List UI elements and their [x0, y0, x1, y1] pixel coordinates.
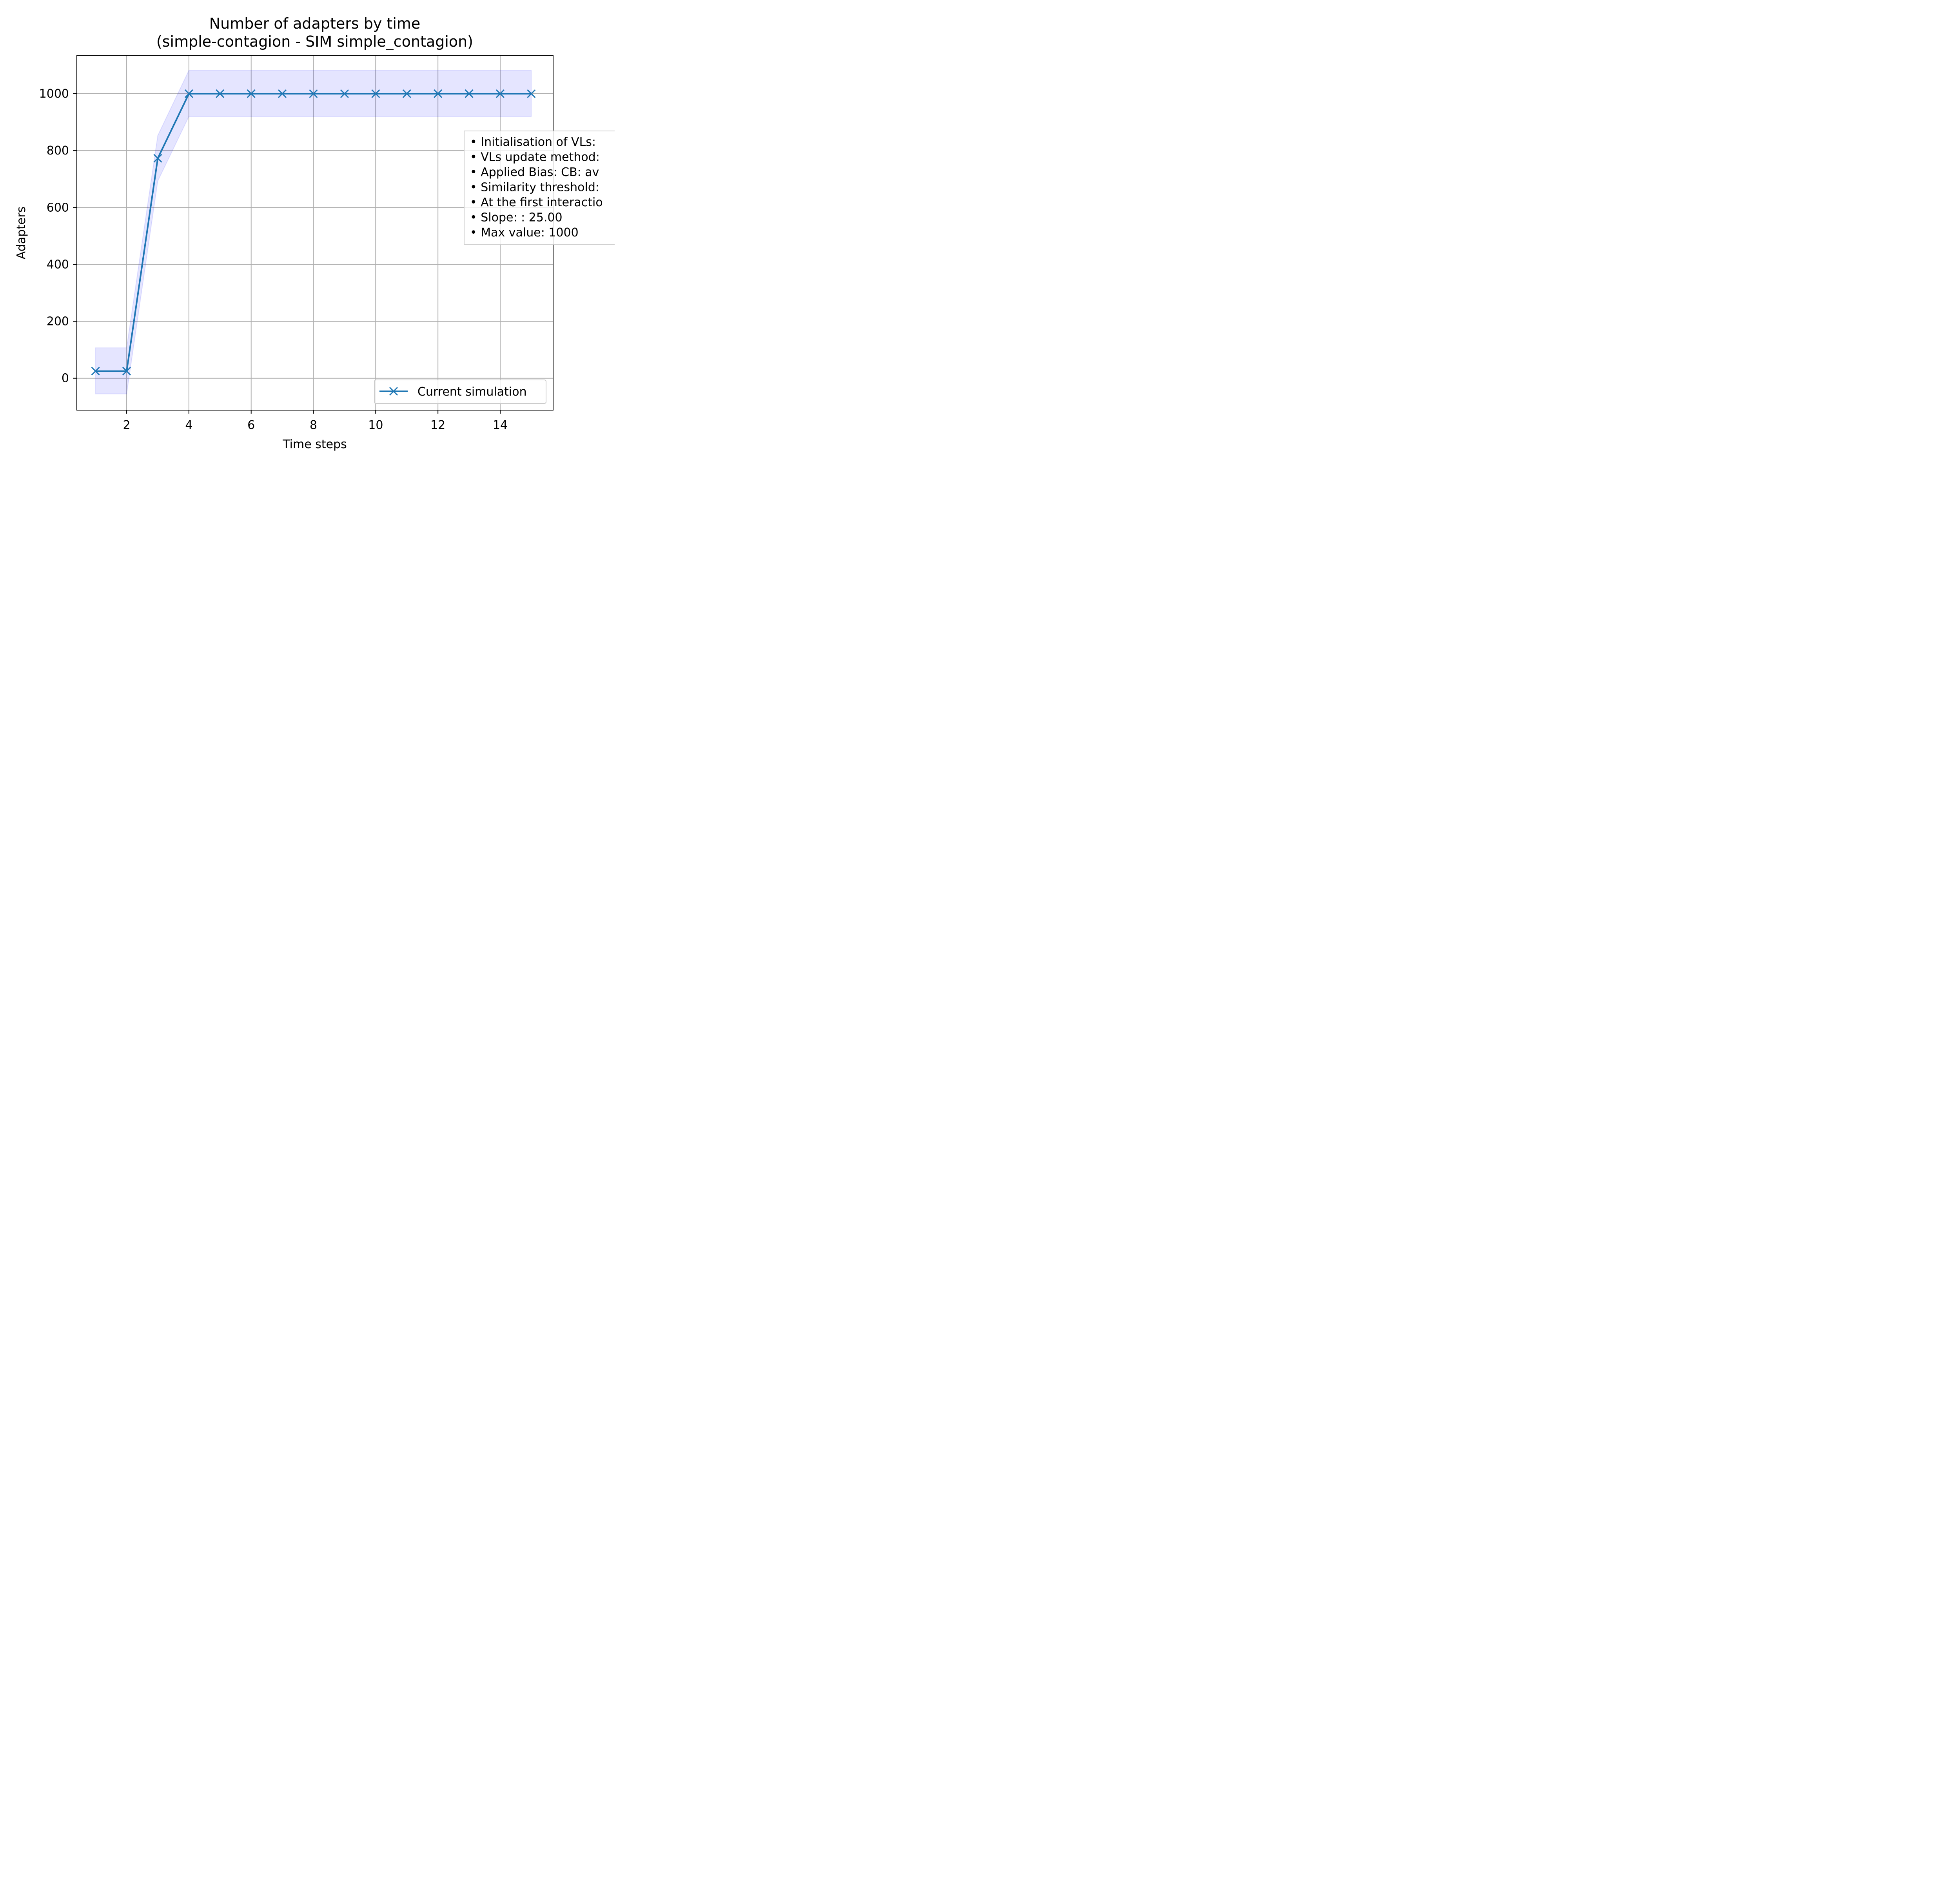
x-axis-label: Time steps	[282, 438, 347, 451]
chart: Number of adapters by time (simple-conta…	[0, 0, 615, 461]
annotation-line-2: • Applied Bias: CB: av	[470, 165, 599, 179]
y-tick-label-0: 0	[62, 372, 69, 385]
y-axis-label: Adapters	[15, 207, 28, 260]
annotation-line-0: • Initialisation of VLs:	[470, 135, 596, 149]
data-point-8	[309, 89, 318, 98]
y-tick-label-600: 600	[47, 201, 69, 214]
annotation-line-3: • Similarity threshold:	[470, 181, 599, 194]
x-tick-label-4: 4	[185, 418, 192, 432]
data-point-3	[153, 154, 162, 163]
x-tick-label-12: 12	[430, 418, 445, 432]
annotation-line-1: • VLs update method:	[470, 151, 600, 164]
data-point-1	[91, 367, 100, 376]
annotation-line-5: • Slope: : 25.00	[470, 211, 563, 225]
data-point-2	[122, 367, 131, 376]
data-point-9	[340, 89, 349, 98]
data-point-13	[465, 89, 474, 98]
confidence-band-layer	[95, 70, 532, 394]
x-tick-label-2: 2	[123, 418, 131, 432]
x-tick-label-10: 10	[368, 418, 383, 432]
x-tick-label-14: 14	[493, 418, 508, 432]
legend: Current simulation	[374, 380, 546, 404]
y-tick-label-200: 200	[47, 315, 69, 329]
data-point-10	[371, 89, 380, 98]
legend-swatch-marker	[389, 387, 398, 396]
data-point-11	[402, 89, 411, 98]
chart-title-line2: (simple-contagion - SIM simple_contagion…	[156, 33, 473, 50]
data-point-7	[278, 89, 287, 98]
series-marker-layer	[91, 89, 536, 376]
y-axis-ticks: 0 200 400 600 800 1000	[39, 87, 77, 385]
annotation-line-6: • Max value: 1000	[470, 226, 579, 240]
annotation-line-4: • At the first interactio	[470, 196, 603, 209]
legend-label: Current simulation	[417, 385, 527, 399]
legend-frame	[374, 380, 546, 404]
data-point-5	[216, 89, 225, 98]
annotation-box: • Initialisation of VLs: • VLs update met…	[464, 131, 615, 245]
x-tick-label-6: 6	[247, 418, 255, 432]
data-point-15	[527, 89, 536, 98]
chart-title-line1: Number of adapters by time	[209, 15, 421, 32]
y-tick-label-400: 400	[47, 258, 69, 271]
y-tick-label-800: 800	[47, 144, 69, 158]
data-point-4	[184, 89, 193, 98]
y-tick-label-1000: 1000	[39, 87, 69, 101]
data-point-6	[247, 89, 256, 98]
x-axis-ticks: 2 4 6 8 10 12 14	[123, 410, 508, 432]
confidence-band	[95, 70, 532, 394]
x-tick-label-8: 8	[310, 418, 317, 432]
annotation-box-frame	[464, 131, 615, 245]
data-point-14	[495, 89, 505, 98]
data-point-12	[434, 89, 443, 98]
legend-swatch	[379, 387, 408, 396]
